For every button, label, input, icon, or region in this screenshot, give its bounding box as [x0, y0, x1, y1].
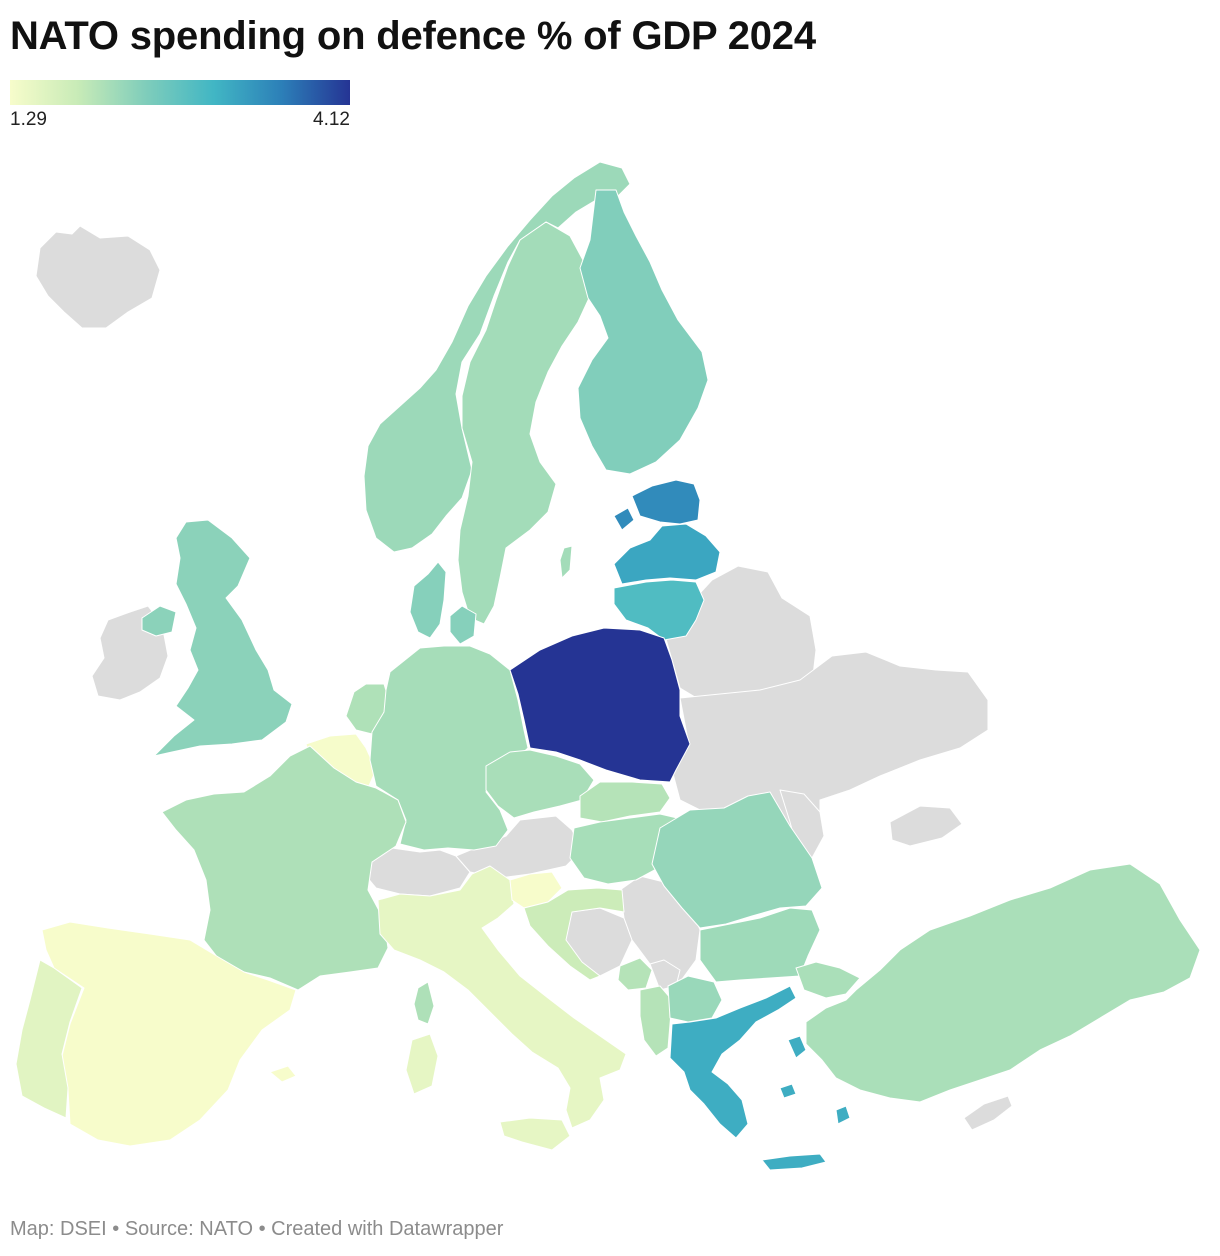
region-denmark[interactable] [409, 561, 447, 639]
region-uk[interactable] [153, 519, 293, 757]
region-kosovo[interactable] [649, 959, 681, 991]
region-balearic[interactable] [269, 1065, 297, 1083]
legend-gradient-bar [10, 80, 350, 105]
region-germany[interactable] [369, 645, 529, 851]
region-greece[interactable] [669, 985, 797, 1139]
region-greek-islands[interactable] [779, 1035, 851, 1125]
region-montenegro[interactable] [617, 957, 653, 991]
chart-title: NATO spending on defence % of GDP 2024 [10, 14, 816, 58]
region-crimea[interactable] [889, 805, 963, 847]
region-poland[interactable] [509, 627, 691, 783]
footer-credits: Map: DSEI • Source: NATO • Created with … [10, 1218, 504, 1240]
region-estonia-islands[interactable] [613, 507, 635, 531]
nato-regions [15, 161, 1201, 1171]
region-northern-ireland[interactable] [141, 605, 177, 637]
color-legend: 1.29 4.12 [10, 80, 350, 133]
europe-map [15, 161, 1201, 1171]
region-czech[interactable] [485, 749, 595, 819]
region-crete[interactable] [761, 1153, 827, 1171]
region-croatia[interactable] [523, 887, 625, 981]
region-lithuania[interactable] [613, 579, 705, 641]
region-corsica[interactable] [413, 981, 435, 1025]
region-romania[interactable] [651, 791, 823, 929]
region-latvia[interactable] [613, 523, 721, 585]
region-switzerland[interactable] [365, 847, 471, 897]
region-sicily[interactable] [499, 1117, 571, 1151]
region-portugal[interactable] [15, 959, 83, 1119]
region-bulgaria[interactable] [699, 907, 821, 983]
region-finland[interactable] [577, 189, 709, 475]
legend-min-label: 1.29 [10, 109, 47, 130]
region-sweden[interactable] [457, 221, 591, 625]
legend-max-label: 4.12 [313, 109, 350, 130]
region-turkey-europe[interactable] [795, 961, 861, 999]
region-moldova[interactable] [779, 789, 825, 859]
region-slovakia[interactable] [579, 781, 671, 823]
region-north-macedonia[interactable] [667, 975, 723, 1023]
region-cyprus[interactable] [963, 1095, 1013, 1131]
region-turkey[interactable] [805, 863, 1201, 1103]
region-iceland[interactable] [35, 225, 161, 329]
region-norway[interactable] [363, 161, 631, 553]
region-italy[interactable] [377, 865, 627, 1129]
region-albania[interactable] [639, 985, 673, 1057]
region-gotland[interactable] [559, 545, 573, 579]
region-sardinia[interactable] [405, 1033, 439, 1095]
region-estonia[interactable] [631, 479, 701, 525]
region-slovenia[interactable] [509, 871, 563, 909]
region-denmark-islands[interactable] [449, 605, 477, 645]
